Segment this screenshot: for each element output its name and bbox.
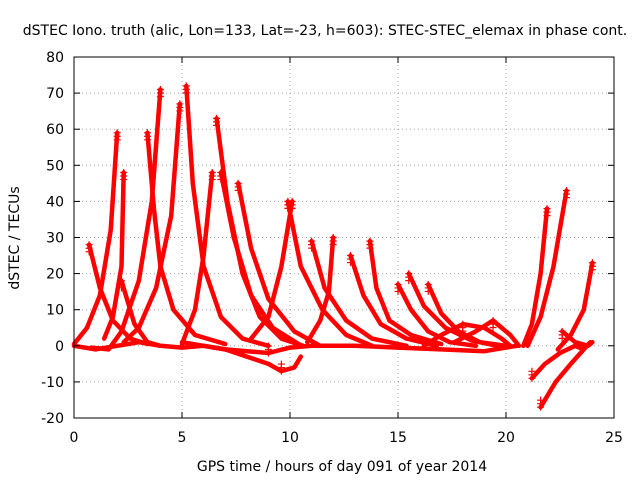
series-arc-05	[145, 130, 228, 347]
marker-arc-04	[156, 92, 164, 100]
marker-arc-26	[588, 266, 596, 274]
y-tick-label: 10	[46, 303, 64, 319]
series-arc-06	[121, 101, 183, 345]
y-tick-label: 30	[46, 231, 64, 247]
marker-arc-02	[85, 248, 93, 256]
marker-arc-18	[366, 244, 374, 252]
series-arc-17	[348, 253, 440, 349]
series-arc-09	[179, 170, 215, 347]
y-tick-label: 0	[55, 339, 64, 355]
x-tick-label: 10	[281, 430, 299, 446]
marker-arc-10	[213, 121, 221, 129]
marker-arc-06	[176, 107, 184, 115]
marker-arc-01	[113, 136, 121, 144]
x-tick-label: 20	[497, 430, 515, 446]
marker-arc-09	[208, 176, 216, 184]
marker-arc-07	[182, 89, 190, 97]
series-arc-16	[309, 238, 409, 349]
y-tick-label: 40	[46, 194, 64, 210]
series-arc-22	[421, 321, 513, 349]
y-tick-label: -10	[41, 375, 64, 391]
marker-arc-22	[459, 327, 467, 335]
series-arc-07	[184, 83, 271, 349]
series-layer	[71, 82, 596, 411]
series-arc-29	[179, 339, 520, 356]
y-tick-label: -20	[41, 411, 64, 427]
y-tick-label: 20	[46, 267, 64, 283]
series-arc-21	[425, 282, 509, 349]
y-axis-label: dSTEC / TECUs	[7, 186, 23, 289]
series-arc-30	[529, 343, 587, 381]
marker-arc-21	[424, 287, 432, 295]
series-arc-19	[395, 282, 479, 349]
marker-arc-03	[120, 176, 128, 184]
x-axis-label: GPS time / hours of day 091 of year 2014	[197, 459, 487, 475]
y-tick-label: 50	[46, 158, 64, 174]
marker-arc-28	[277, 360, 285, 368]
marker-arc-23	[489, 324, 497, 332]
series-arc-04	[89, 87, 163, 352]
series-arc-01	[71, 130, 120, 347]
x-tick-label: 15	[389, 430, 407, 446]
series-arc-18	[367, 238, 444, 347]
x-tick-label: 5	[178, 430, 187, 446]
marker-arc-08	[118, 284, 126, 292]
series-arc-11	[218, 170, 301, 347]
marker-arc-15	[329, 241, 337, 248]
series-arc-03	[101, 170, 126, 341]
series-arc-12	[235, 181, 323, 349]
y-tick-label: 80	[46, 50, 64, 66]
chart-title: dSTEC Iono. truth (alic, Lon=133, Lat=-2…	[23, 23, 627, 39]
series-arc-13	[248, 199, 295, 341]
marker-arc-11	[217, 176, 225, 184]
series-arc-15	[305, 235, 336, 345]
marker-arc-27	[558, 334, 566, 342]
marker-arc-16	[308, 244, 316, 252]
marker-arc-24	[543, 212, 551, 220]
marker-arc-20	[405, 277, 413, 285]
series-arc-26	[555, 260, 595, 352]
marker-arc-30	[528, 367, 536, 375]
marker-arc-17	[346, 259, 354, 267]
series-arc-25	[525, 188, 569, 349]
marker-arc-14	[284, 204, 292, 212]
marker-arc-25	[562, 194, 570, 202]
ticks-layer: 0 5 10 15 20 25 -20 -10 0 10 20 30 40 50 60 70 80	[41, 50, 623, 446]
y-tick-label: 70	[46, 86, 64, 102]
x-tick-label: 25	[605, 430, 623, 446]
y-tick-label: 60	[46, 122, 64, 138]
marker-arc-31	[537, 396, 545, 404]
grid-layer	[74, 57, 614, 418]
x-tick-label: 0	[70, 430, 79, 446]
series-arc-24	[521, 206, 550, 349]
marker-arc-29	[264, 342, 272, 350]
marker-arc-05	[143, 136, 151, 144]
series-arc-31	[538, 339, 593, 410]
marker-arc-12	[234, 186, 242, 194]
marker-arc-19	[394, 287, 402, 295]
